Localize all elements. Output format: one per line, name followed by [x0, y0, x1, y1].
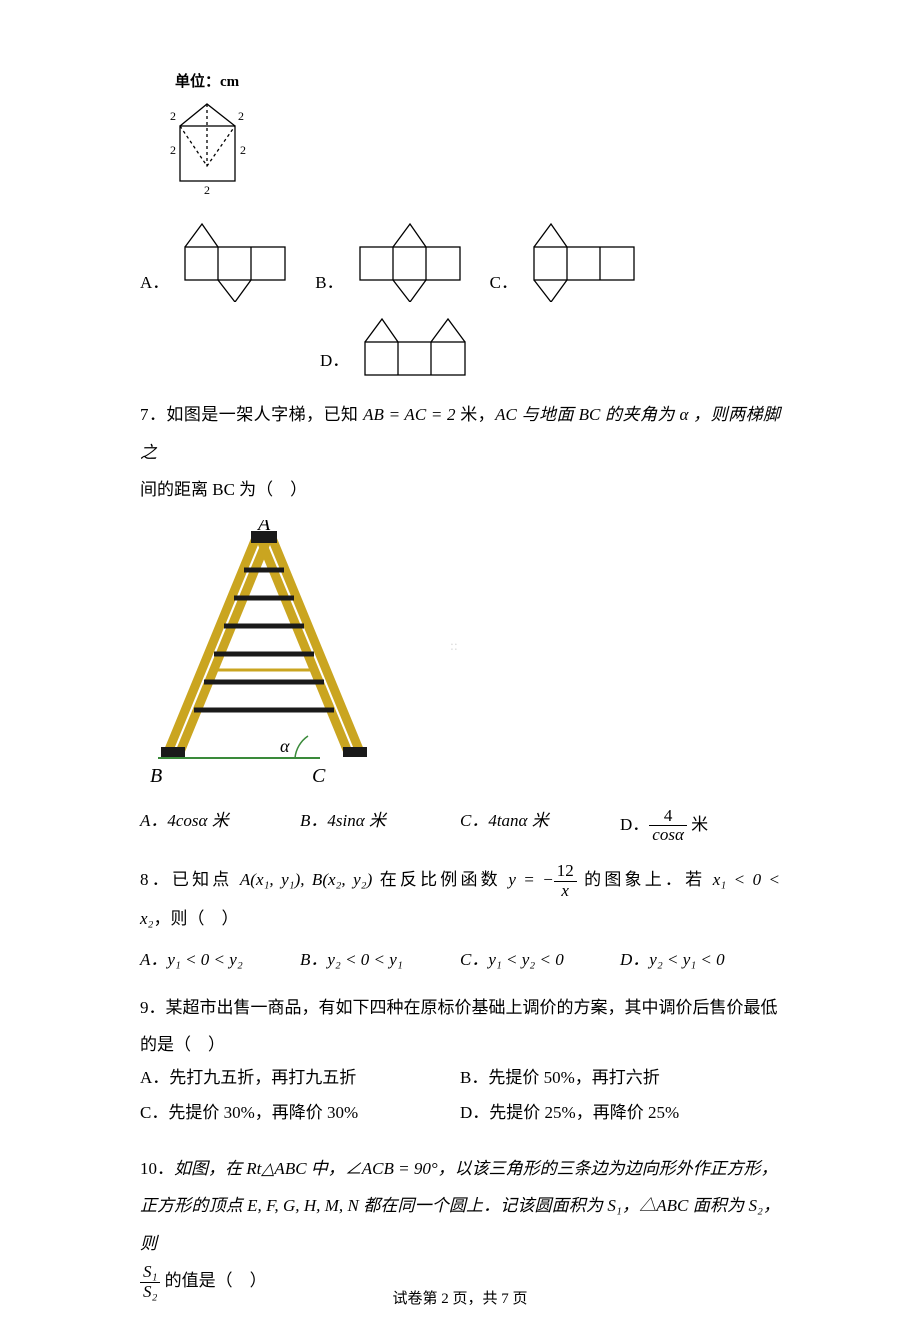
q7-opt-a: A．4cosα 米 — [140, 811, 229, 830]
ladder-label-C: C — [312, 765, 326, 787]
q6-options-row2: D． — [320, 310, 780, 380]
q6-opt-c-diagram — [524, 212, 644, 302]
question-8: 8．已知点 A(x₁, y₁), B(x₂, y₂) 在反比例函数 y = −1… — [140, 861, 780, 938]
question-9: 9．某超市出售一商品，有如下四种在原标价基础上调价的方案，其中调价后售价最低 的… — [140, 989, 780, 1064]
ladder-label-B: B — [150, 765, 162, 787]
q8-options: A．y₁ < 0 < y₂ B．y₂ < 0 < y₁ C．y₁ < y₂ < … — [140, 946, 780, 973]
q6-options-row1: A． B． C． — [140, 212, 780, 302]
q7-text4: 间的距离 BC 为（ ） — [140, 471, 780, 508]
question-7: 7．如图是一架人字梯，已知 AB = AC = 2 米，AC 与地面 BC 的夹… — [140, 396, 780, 508]
q9-opt-a: A．先打九五折，再打九五折 — [140, 1064, 460, 1091]
q7-number: 7． — [140, 405, 166, 424]
box-diagram: 2 2 2 2 2 — [160, 96, 780, 204]
opt-d-label: D． — [320, 347, 349, 380]
opt-c-label: C． — [490, 269, 518, 302]
q8-opt-a: A．y₁ < 0 < y₂ — [140, 946, 300, 973]
q9-opt-c: C．先提价 30%，再降价 30% — [140, 1099, 460, 1126]
q6-opt-a-diagram — [175, 212, 295, 302]
svg-text:2: 2 — [238, 109, 244, 123]
q8-opt-c: C．y₁ < y₂ < 0 — [460, 946, 620, 973]
q8-opt-b: B．y₂ < 0 < y₁ — [300, 946, 460, 973]
q7-text1: 如图是一架人字梯，已知 — [166, 405, 363, 424]
q9-number: 9． — [140, 998, 166, 1017]
opt-b-label: B． — [315, 269, 343, 302]
q7-opt-d: D．4cosα 米 — [620, 807, 780, 845]
q7-opt-c: C．4tanα 米 — [460, 811, 549, 830]
q8-number: 8． — [140, 870, 172, 889]
page-footer: 试卷第 2 页，共 7 页 — [140, 1287, 780, 1311]
svg-text:2: 2 — [170, 143, 176, 157]
question-10: 10．如图，在 Rt△ABC 中，∠ACB = 90°，以该三角形的三条边为边向… — [140, 1150, 780, 1301]
watermark: :: — [450, 636, 458, 658]
q9-options: A．先打九五折，再打九五折 B．先提价 50%，再打六折 C．先提价 30%，再… — [140, 1064, 780, 1134]
q6-opt-d-diagram — [355, 310, 475, 380]
ladder-label-A: A — [256, 520, 271, 535]
q9-opt-d: D．先提价 25%，再降价 25% — [460, 1099, 780, 1126]
svg-text:2: 2 — [170, 109, 176, 123]
q7-opt-b: B．4sinα 米 — [300, 811, 386, 830]
q7-text2: 米， — [456, 405, 496, 424]
opt-a-label: A． — [140, 269, 169, 302]
q9-opt-b: B．先提价 50%，再打六折 — [460, 1064, 780, 1091]
q6-opt-b-diagram — [350, 212, 470, 302]
q7-options: A．4cosα 米 B．4sinα 米 C．4tanα 米 D．4cosα 米 — [140, 807, 780, 845]
ladder-label-alpha: α — [280, 736, 290, 756]
ladder-figure: A B C α — [140, 520, 780, 798]
unit-label: 单位：cm — [175, 70, 780, 94]
svg-text:2: 2 — [240, 143, 246, 157]
svg-text:2: 2 — [204, 183, 210, 196]
q7-eq: AB = AC = 2 — [363, 405, 455, 424]
q10-number: 10． — [140, 1159, 174, 1178]
q8-opt-d: D．y₂ < y₁ < 0 — [620, 946, 780, 973]
